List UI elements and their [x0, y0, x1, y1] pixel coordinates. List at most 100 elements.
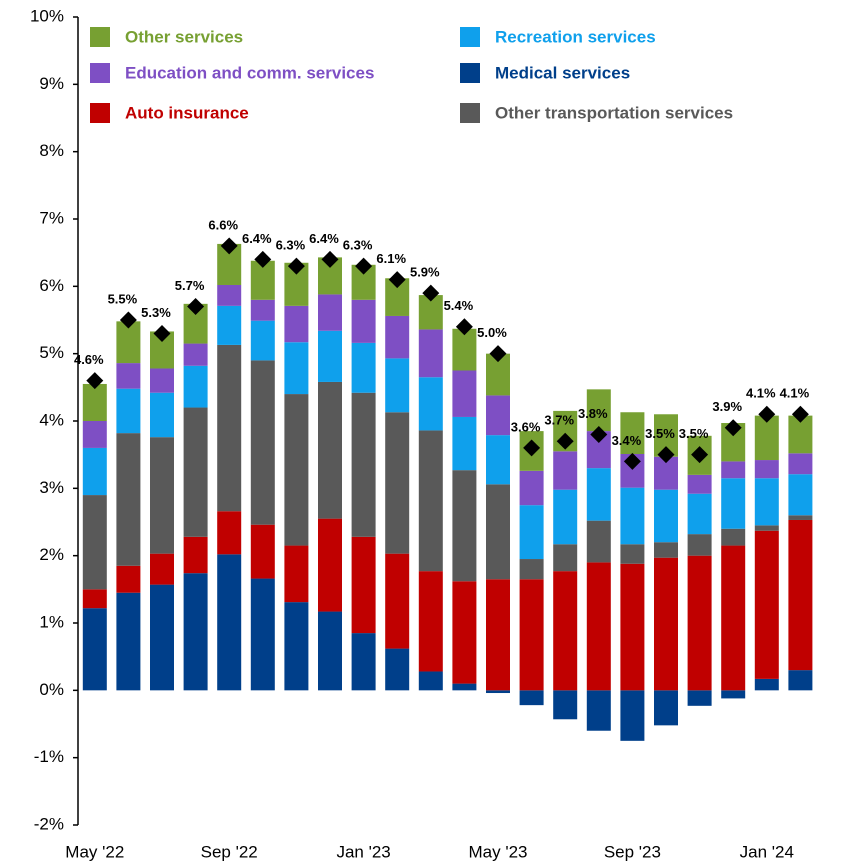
- bar-segment: [351, 342, 376, 393]
- bar-segment: [519, 470, 544, 506]
- legend-swatch: [460, 103, 480, 123]
- total-label: 5.4%: [444, 298, 474, 313]
- bar-segment: [754, 415, 779, 461]
- bar-segment: [116, 565, 141, 593]
- y-tick-label: 1%: [39, 612, 64, 631]
- legend-swatch: [90, 27, 110, 47]
- x-tick-label: May '23: [469, 842, 528, 861]
- bar-segment: [788, 474, 813, 516]
- bar-segment: [788, 453, 813, 475]
- bar-segment: [687, 555, 712, 691]
- y-tick-label: 2%: [39, 545, 64, 564]
- bar-segment: [82, 421, 107, 448]
- total-marker: [287, 257, 305, 275]
- total-marker: [724, 419, 742, 437]
- bar-segment: [351, 299, 376, 343]
- y-tick-label: 8%: [39, 141, 64, 160]
- bar-segment: [250, 524, 275, 579]
- y-tick-label: 6%: [39, 276, 64, 295]
- bar-segment: [452, 683, 477, 691]
- bar-segment: [116, 592, 141, 691]
- bar-segment: [385, 648, 410, 691]
- y-tick-label: 7%: [39, 208, 64, 227]
- bar-segment: [586, 562, 611, 691]
- bar-segment: [250, 299, 275, 321]
- bar-segment: [150, 368, 174, 393]
- total-marker: [422, 284, 440, 302]
- bar-segment: [116, 388, 141, 434]
- bar-segment: [116, 363, 141, 389]
- bar-segment: [351, 536, 376, 634]
- bar-segment: [418, 377, 443, 431]
- bar-segment: [754, 525, 779, 531]
- legend-swatch: [460, 63, 480, 83]
- total-marker: [523, 439, 541, 457]
- bar-segment: [721, 545, 746, 691]
- y-tick-label: 0%: [39, 680, 64, 699]
- total-label: 6.3%: [343, 238, 373, 253]
- total-label: 6.6%: [208, 217, 238, 232]
- bar-segment: [318, 611, 342, 691]
- bar-segment: [486, 395, 510, 436]
- bar-segment: [452, 370, 477, 417]
- bar-segment: [318, 381, 342, 519]
- bar-segment: [687, 493, 712, 535]
- bar-segment: [586, 690, 611, 731]
- bar-segment: [586, 468, 611, 521]
- x-tick-label: Jan '24: [740, 842, 794, 861]
- y-tick-label: -1%: [34, 747, 64, 766]
- legend-label: Medical services: [495, 63, 630, 82]
- total-label: 6.4%: [309, 231, 339, 246]
- bar-segment: [250, 260, 275, 300]
- total-label: 3.7%: [544, 413, 574, 428]
- total-marker: [691, 446, 709, 464]
- bar-segment: [486, 484, 510, 580]
- legend-swatch: [90, 63, 110, 83]
- bar-segment: [654, 690, 678, 726]
- total-label: 3.8%: [578, 406, 608, 421]
- bar-segment: [654, 542, 678, 558]
- y-tick-label: 3%: [39, 478, 64, 497]
- bar-segment: [553, 544, 578, 572]
- legend-label: Auto insurance: [125, 103, 249, 122]
- bar-segment: [553, 571, 578, 691]
- total-marker: [321, 250, 339, 268]
- x-tick-label: Sep '23: [604, 842, 661, 861]
- bar-segment: [284, 394, 309, 546]
- bar-segment: [284, 545, 309, 603]
- bar-segment: [385, 315, 410, 359]
- total-label: 5.0%: [477, 325, 507, 340]
- bar-segment: [217, 511, 242, 555]
- bar-segment: [754, 678, 779, 691]
- total-marker: [657, 446, 675, 464]
- bar-segment: [452, 328, 477, 371]
- bar-segment: [183, 536, 208, 574]
- bar-segment: [654, 489, 678, 543]
- total-label: 5.3%: [141, 305, 171, 320]
- bar-segment: [754, 530, 779, 679]
- bar-segment: [452, 470, 477, 582]
- bar-segment: [116, 321, 141, 364]
- x-tick-label: Sep '22: [201, 842, 258, 861]
- bar-segment: [418, 329, 443, 378]
- bar-segment: [486, 435, 510, 485]
- bar-segment: [754, 478, 779, 526]
- y-tick-label: 5%: [39, 343, 64, 362]
- bar-segment: [385, 553, 410, 649]
- total-marker: [187, 298, 205, 316]
- bar-segment: [385, 358, 410, 413]
- bar-segment: [250, 578, 275, 691]
- total-marker: [489, 345, 507, 363]
- bar-segment: [351, 633, 376, 691]
- bar-segment: [754, 460, 779, 479]
- bar-segment: [519, 505, 544, 560]
- total-label: 5.9%: [410, 265, 440, 280]
- bar-segment: [519, 559, 544, 580]
- total-marker: [590, 425, 608, 443]
- bar-segment: [183, 365, 208, 408]
- bar-segment: [183, 343, 208, 366]
- bar-segment: [452, 581, 477, 684]
- total-label: 4.6%: [74, 352, 104, 367]
- total-marker: [254, 250, 272, 268]
